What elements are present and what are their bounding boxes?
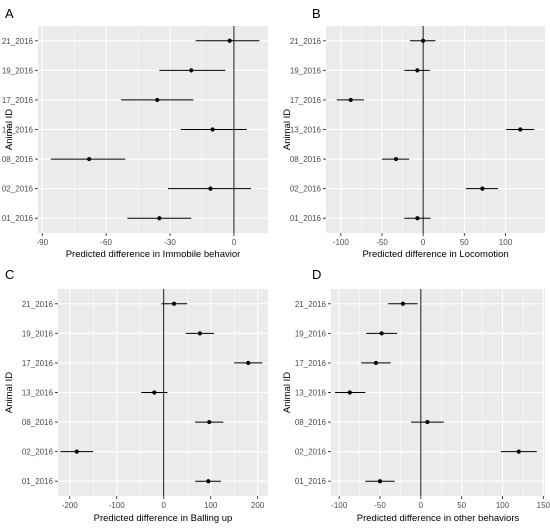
y-tick-label: 17_2016	[295, 359, 327, 368]
point-estimate	[152, 390, 157, 395]
y-tick-label: 21_2016	[290, 37, 322, 46]
point-estimate	[347, 390, 352, 395]
point-estimate	[516, 449, 521, 454]
point-estimate	[518, 127, 523, 132]
y-axis-title: Animal ID	[282, 109, 293, 150]
panel-d: 01_2016 02_2016 08_2016 13_2016 17_2016 19_20…	[282, 267, 550, 524]
y-tick-label: 19_2016	[290, 66, 322, 75]
y-tick-label: 08_2016	[295, 418, 327, 427]
point-estimate	[210, 127, 215, 132]
panel-label: D	[312, 267, 321, 282]
y-tick-label: 01_2016	[290, 214, 322, 223]
x-tick-label: -100	[331, 501, 348, 510]
panel-a: 01_2016 02_2016 08_2016 13_2016 17_2016 19_20…	[2, 6, 268, 260]
x-axis-title: Predicted difference in other behaviors	[357, 513, 520, 524]
point-estimate	[227, 38, 232, 43]
y-tick-label: 21_2016	[22, 300, 54, 309]
point-estimate	[171, 301, 177, 306]
y-tick-label: 02_2016	[2, 185, 34, 194]
y-tick-label: 21_2016	[295, 300, 327, 309]
y-tick-label: 02_2016	[295, 448, 327, 457]
x-tick-label: -30	[164, 238, 176, 247]
point-estimate	[197, 331, 202, 336]
point-estimate	[206, 479, 211, 484]
x-tick-label: 50	[457, 501, 466, 510]
point-estimate	[377, 479, 383, 484]
panel-c: 01_2016 02_2016 08_2016 13_2016 17_2016 19_20…	[4, 267, 268, 524]
x-tick-label: -50	[376, 238, 388, 247]
y-tick-label: 21_2016	[2, 37, 34, 46]
point-estimate	[400, 301, 405, 306]
point-estimate	[189, 68, 194, 73]
x-axis-title: Predicted difference in Immobile behavio…	[66, 249, 241, 260]
point-estimate	[373, 360, 379, 366]
y-tick-label: 01_2016	[22, 477, 54, 486]
y-tick-label: 08_2016	[2, 155, 34, 164]
x-tick-label: -50	[374, 501, 386, 510]
point-estimate	[348, 97, 353, 103]
x-tick-label: -200	[62, 501, 79, 510]
x-tick-label: -100	[109, 501, 126, 510]
y-axis-title: Animal ID	[282, 372, 293, 413]
y-tick-label: 02_2016	[290, 185, 322, 194]
point-estimate	[208, 186, 213, 191]
point-estimate	[480, 186, 485, 191]
x-tick-label: 0	[161, 501, 166, 510]
panel-label: C	[5, 267, 14, 282]
point-estimate	[415, 68, 420, 73]
point-estimate	[157, 216, 162, 221]
point-estimate	[87, 156, 92, 162]
y-tick-label: 13_2016	[2, 126, 34, 135]
x-axis-title: Predicted difference in Locomotion	[362, 249, 508, 260]
x-tick-label: 0	[419, 501, 424, 510]
x-tick-label: -60	[100, 238, 112, 247]
point-estimate	[415, 216, 420, 221]
x-tick-label: 100	[499, 238, 513, 247]
y-axis-title: Animal ID	[4, 372, 15, 413]
x-axis-title: Predicted difference in Balling up	[94, 513, 233, 524]
y-tick-label: 17_2016	[2, 96, 34, 105]
panel-label: B	[312, 6, 321, 21]
y-tick-label: 01_2016	[2, 214, 34, 223]
x-tick-label: 200	[251, 501, 265, 510]
x-tick-label: 0	[232, 238, 237, 247]
y-tick-label: 08_2016	[290, 155, 322, 164]
y-tick-label: 17_2016	[290, 96, 322, 105]
x-tick-label: 150	[537, 501, 550, 510]
point-estimate	[379, 331, 384, 336]
x-tick-label: 50	[460, 238, 469, 247]
point-estimate	[155, 97, 160, 103]
y-tick-label: 13_2016	[295, 389, 327, 398]
y-tick-label: 13_2016	[290, 126, 322, 135]
y-tick-label: 02_2016	[22, 448, 54, 457]
point-estimate	[207, 419, 212, 425]
x-tick-label: 100	[496, 501, 510, 510]
x-tick-label: -90	[36, 238, 48, 247]
y-tick-label: 17_2016	[22, 359, 54, 368]
y-tick-label: 01_2016	[295, 477, 327, 486]
x-tick-label: 100	[204, 501, 218, 510]
panel-b: 01_2016 02_2016 08_2016 13_2016 17_2016 19_20…	[282, 6, 545, 260]
y-tick-label: 13_2016	[22, 389, 54, 398]
point-estimate	[421, 38, 426, 43]
y-tick-label: 19_2016	[295, 329, 327, 338]
x-tick-label: 0	[421, 238, 426, 247]
point-estimate	[393, 156, 399, 162]
point-estimate	[425, 419, 430, 425]
y-tick-label: 08_2016	[22, 418, 54, 427]
y-axis-title: Animal ID	[4, 109, 15, 150]
point-estimate	[246, 360, 251, 366]
point-estimate	[74, 449, 79, 454]
panel-label: A	[5, 6, 14, 21]
x-tick-label: -100	[333, 238, 350, 247]
y-tick-label: 19_2016	[2, 66, 34, 75]
y-tick-label: 19_2016	[22, 329, 54, 338]
